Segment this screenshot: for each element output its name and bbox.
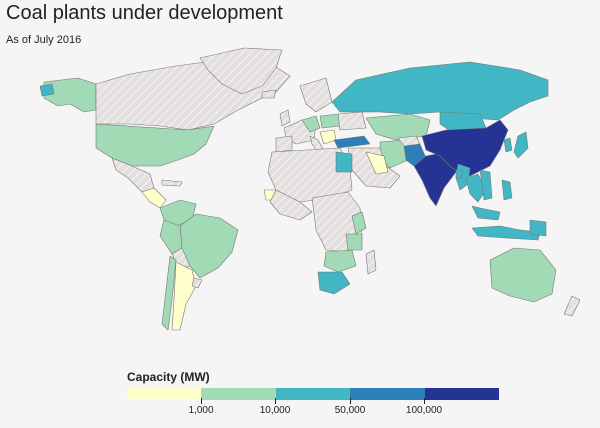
legend-swatch-2 bbox=[201, 388, 276, 400]
country-madagascar[interactable] bbox=[365, 249, 377, 275]
country-poland[interactable] bbox=[319, 113, 341, 129]
country-central-america[interactable] bbox=[141, 187, 167, 209]
legend-swatch-1 bbox=[127, 388, 202, 400]
country-alaska-west[interactable] bbox=[39, 83, 55, 97]
country-vietnam[interactable] bbox=[479, 169, 493, 201]
legend-label-100000: 100,000 bbox=[405, 405, 443, 416]
legend-tick bbox=[201, 398, 202, 404]
country-thailand[interactable] bbox=[465, 173, 487, 203]
world-map bbox=[39, 47, 581, 331]
legend-color-bar bbox=[127, 388, 500, 400]
country-turkey[interactable] bbox=[333, 135, 371, 149]
country-japan[interactable] bbox=[513, 131, 529, 159]
country-kenya[interactable] bbox=[351, 211, 367, 235]
country-kazakhstan[interactable] bbox=[365, 113, 431, 141]
legend-label-10000: 10,000 bbox=[259, 405, 291, 416]
country-philippines[interactable] bbox=[501, 179, 513, 201]
country-southern-africa[interactable] bbox=[323, 249, 357, 273]
map-title: Coal plants under development bbox=[6, 2, 283, 24]
country-new-zealand[interactable] bbox=[563, 295, 581, 317]
country-uruguay[interactable] bbox=[191, 277, 203, 289]
country-balkans[interactable] bbox=[319, 129, 337, 145]
legend-tick bbox=[350, 398, 351, 404]
country-korea[interactable] bbox=[503, 137, 513, 153]
country-afghanistan[interactable] bbox=[397, 135, 421, 147]
country-south-africa[interactable] bbox=[317, 271, 351, 295]
country-greenland[interactable] bbox=[199, 47, 283, 95]
legend-label-1000: 1,000 bbox=[188, 405, 214, 416]
country-oman[interactable] bbox=[365, 151, 389, 175]
country-bangladesh[interactable] bbox=[455, 169, 463, 179]
map-subtitle: As of July 2016 bbox=[6, 34, 82, 46]
country-uk[interactable] bbox=[279, 109, 291, 127]
country-germany[interactable] bbox=[301, 115, 321, 133]
country-usa[interactable] bbox=[95, 123, 215, 167]
country-indonesia[interactable] bbox=[471, 225, 541, 241]
country-egypt[interactable] bbox=[335, 151, 353, 173]
legend-swatch-4 bbox=[350, 388, 425, 400]
country-iberia[interactable] bbox=[275, 135, 293, 153]
country-alaska[interactable] bbox=[43, 77, 97, 113]
legend-title: Capacity (MW) bbox=[127, 370, 210, 384]
country-caribbean[interactable] bbox=[161, 179, 183, 187]
country-scandinavia[interactable] bbox=[299, 77, 333, 113]
country-russia[interactable] bbox=[331, 61, 549, 121]
country-argentina[interactable] bbox=[171, 261, 197, 331]
country-tanzania[interactable] bbox=[345, 233, 363, 251]
country-iceland[interactable] bbox=[261, 89, 277, 99]
legend-tick bbox=[424, 398, 425, 404]
country-australia[interactable] bbox=[489, 247, 557, 303]
country-west-africa[interactable] bbox=[269, 189, 313, 221]
country-china[interactable] bbox=[421, 119, 509, 177]
country-papua[interactable] bbox=[529, 219, 547, 237]
country-chile[interactable] bbox=[161, 255, 177, 331]
legend-label-50000: 50,000 bbox=[334, 405, 366, 416]
legend-tick bbox=[275, 398, 276, 404]
legend-swatch-3 bbox=[275, 388, 351, 400]
country-malaysia[interactable] bbox=[471, 205, 501, 221]
legend-swatch-5 bbox=[424, 388, 500, 400]
country-ukraine[interactable] bbox=[337, 111, 367, 131]
